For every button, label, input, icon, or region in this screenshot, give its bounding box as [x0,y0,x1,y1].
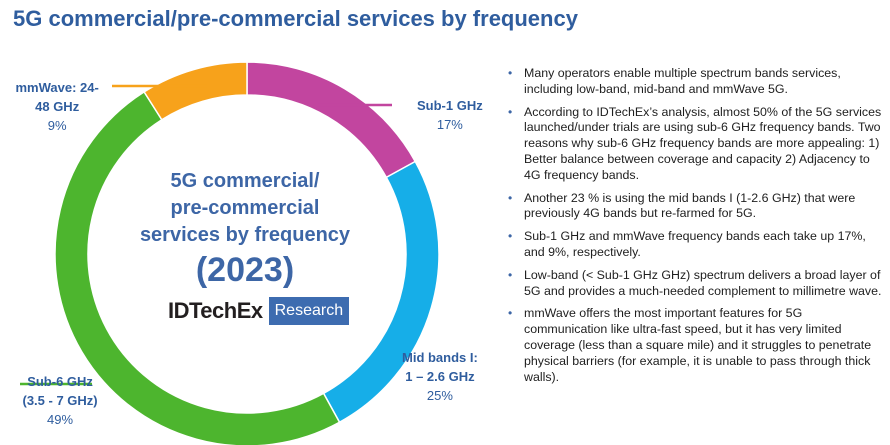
logo-research-badge: Research [268,297,350,325]
donut-slice-3 [143,61,248,121]
bullet-marker: • [508,190,513,205]
slice-label-1-name-line-0: Mid bands I: [402,350,478,365]
bullet-text: Many operators enable multiple spectrum … [524,66,841,96]
slice-label-3-name-line-1: 48 GHz [35,99,80,114]
center-title-line-3: services by frequency [139,224,351,246]
slice-label-0-name-line-0: Sub-1 GHz [417,98,483,113]
center-title-line-1: 5G commercial/ [170,170,320,192]
donut-chart [20,61,440,445]
bullet-text: According to IDTechEx’s analysis, almost… [524,104,882,182]
slice-label-0-percent: 17% [436,117,463,132]
slice-label-3-percent: 9% [47,118,67,133]
donut-slice-2 [54,90,341,445]
bullet-marker: • [508,66,513,80]
page-title: 5G commercial/pre-commercial services by… [13,6,578,31]
slice-label-0: Sub-1 GHz 17% [417,96,483,134]
bullet-text: Another 23 % is using the mid bands I (1… [524,190,856,221]
donut-slice-0 [246,61,417,179]
slice-label-1: Mid bands I: 1 – 2.6 GHz 25% [402,348,478,405]
bullet-text: mmWave offers the most important feature… [524,306,872,384]
center-title-line-2: pre-commercial [170,197,320,219]
center-year: (2023) [195,251,295,289]
bullet-list: • Many operators enable multiple spectrum… [507,66,887,392]
logo-wordmark: IDTechEx [168,298,263,323]
bullet-item-2: • Another 23 % is using the mid bands I (… [507,191,887,223]
bullet-text: Low-band (< Sub-1 GHz GHz) spectrum deli… [524,267,882,298]
bullet-marker: • [508,104,513,119]
bullet-text: Sub-1 GHz and mmWave frequency bands eac… [524,229,866,259]
bullet-item-4: • Low-band (< Sub-1 GHz GHz) spectrum del… [507,268,887,300]
slice-label-2: Sub-6 GHz (3.5 - 7 GHz) 49% [23,372,98,429]
bullet-item-3: • Sub-1 GHz and mmWave frequency bands ea… [507,229,887,261]
slice-label-2-name-line-0: Sub-6 GHz [27,374,93,389]
bullet-item-5: • mmWave offers the most important featur… [507,306,887,385]
slice-label-3-name-line-0: mmWave: 24- [15,80,99,95]
bullet-marker: • [508,229,513,244]
bullet-marker: • [508,306,513,321]
bullet-item-0: • Many operators enable multiple spectrum… [507,66,887,98]
slice-label-2-percent: 49% [47,412,74,427]
bullet-item-1: • According to IDTechEx’s analysis, almos… [507,105,887,184]
slice-label-3: mmWave: 24- 48 GHz 9% [16,78,99,135]
slice-label-1-percent: 25% [426,388,453,403]
idtechex-logo: IDTechEx Research [168,297,350,325]
slice-label-2-name-line-1: (3.5 - 7 GHz) [22,393,98,408]
slice-label-1-name-line-1: 1 – 2.6 GHz [405,369,475,384]
chart-center-title: 5G commercial/ pre-commercial services b… [120,168,370,249]
bullet-marker: • [508,267,513,282]
